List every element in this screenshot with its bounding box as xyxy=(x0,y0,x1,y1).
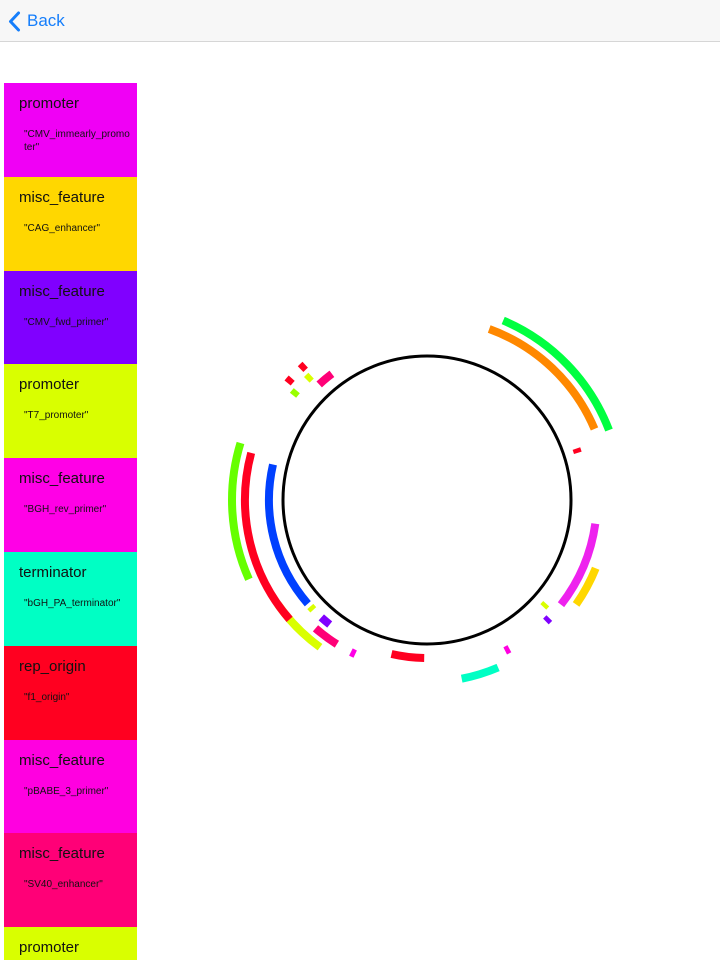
feature-list[interactable]: promoter "CMV_immearly_promoter" misc_feat… xyxy=(4,83,137,960)
feature-type: misc_feature xyxy=(19,845,105,863)
feature-arc[interactable] xyxy=(349,648,357,658)
feature-arc[interactable] xyxy=(241,451,293,623)
feature-name: "f1_origin" xyxy=(24,691,70,703)
feature-arc[interactable] xyxy=(557,523,600,608)
feature-arc[interactable] xyxy=(460,663,500,683)
feature-item[interactable]: rep_origin "f1_origin" xyxy=(4,645,137,740)
plasmid-backbone xyxy=(281,354,573,646)
feature-arc[interactable] xyxy=(316,370,335,388)
feature-type: promoter xyxy=(19,376,80,394)
feature-item[interactable]: misc_feature "CAG_enhancer" xyxy=(4,176,137,271)
feature-item[interactable]: terminator "bGH_PA_terminator" xyxy=(4,551,137,646)
feature-type: terminator xyxy=(19,563,87,581)
feature-type: misc_feature xyxy=(19,751,105,769)
feature-item[interactable]: misc_feature "CMV_fwd_primer" xyxy=(4,270,137,365)
feature-type: promoter xyxy=(19,95,80,112)
feature-item[interactable]: misc_feature "BGH_rev_primer" xyxy=(4,458,137,552)
feature-item[interactable]: misc_feature "SV40_enhancer" xyxy=(4,833,137,928)
feature-arc[interactable] xyxy=(297,361,308,372)
feature-name: "pBABE_3_primer" xyxy=(24,785,109,797)
feature-name: "SV40_enhancer" xyxy=(24,879,103,891)
feature-name: "bGH_PA_terminator" xyxy=(24,597,121,609)
feature-arc[interactable] xyxy=(390,650,425,662)
feature-arc[interactable] xyxy=(228,441,253,581)
feature-arc[interactable] xyxy=(487,325,599,431)
feature-arc[interactable] xyxy=(543,615,553,625)
feature-item[interactable]: promoter "CMV_immearly_promoter" xyxy=(4,83,137,177)
feature-arc[interactable] xyxy=(312,625,340,648)
feature-arc[interactable] xyxy=(503,645,512,655)
feature-arc[interactable] xyxy=(540,601,550,610)
plasmid-map xyxy=(140,44,720,960)
feature-arc[interactable] xyxy=(303,372,314,383)
feature-type: misc_feature xyxy=(19,470,105,488)
feature-arc[interactable] xyxy=(307,603,317,613)
feature-type: rep_origin xyxy=(19,657,86,675)
feature-name: "T7_promoter" xyxy=(24,410,89,422)
feature-type: misc_feature xyxy=(19,188,105,206)
chevron-left-icon xyxy=(9,11,20,31)
navigation-bar: Back xyxy=(0,0,720,42)
feature-arc[interactable] xyxy=(265,463,311,607)
feature-arc[interactable] xyxy=(318,614,333,628)
feature-item[interactable]: misc_feature "pBABE_3_primer" xyxy=(4,739,137,834)
feature-arc[interactable] xyxy=(572,566,600,607)
back-label: Back xyxy=(27,11,65,30)
feature-type: promoter xyxy=(19,939,80,957)
feature-item[interactable]: promoter "T7_promoter" xyxy=(4,364,137,459)
back-button[interactable]: Back xyxy=(8,0,65,42)
feature-name: "BGH_rev_primer" xyxy=(24,504,107,516)
feature-item[interactable]: promoter xyxy=(4,927,137,960)
feature-type: misc_feature xyxy=(19,282,105,300)
feature-name: "CMV_fwd_primer" xyxy=(24,316,109,328)
plasmid-map-canvas xyxy=(228,316,613,683)
feature-arc[interactable] xyxy=(289,388,300,398)
feature-name: "CAG_enhancer" xyxy=(24,222,101,234)
feature-name: "CMV_immearly_promoter" xyxy=(24,129,130,153)
feature-arc[interactable] xyxy=(284,375,295,386)
feature-arc[interactable] xyxy=(572,447,582,455)
feature-arc[interactable] xyxy=(501,316,613,432)
